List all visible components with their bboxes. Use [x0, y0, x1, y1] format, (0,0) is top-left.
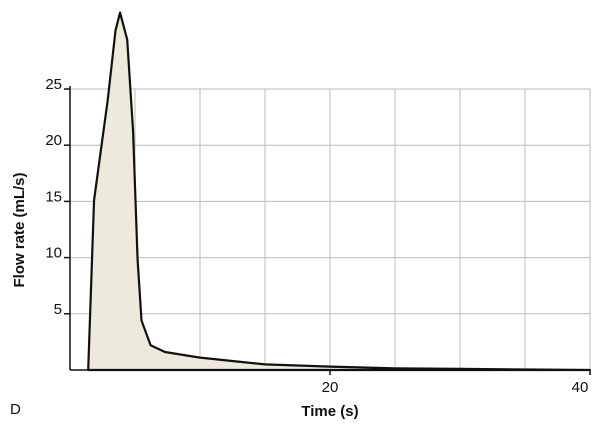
- y-tick-label: 25: [45, 76, 62, 93]
- flow-curve: [87, 11, 592, 372]
- x-tick-label: 40: [572, 379, 589, 396]
- y-tick-label: 10: [45, 245, 62, 262]
- y-tick-label: 5: [54, 301, 62, 318]
- y-tick-label: 15: [45, 188, 62, 205]
- x-tick-label: 20: [322, 379, 339, 396]
- y-tick-label: 20: [45, 132, 62, 149]
- y-axis-label: Flow rate (mL/s): [11, 172, 28, 287]
- panel-label: D: [10, 401, 21, 418]
- x-axis-label: Time (s): [301, 403, 358, 420]
